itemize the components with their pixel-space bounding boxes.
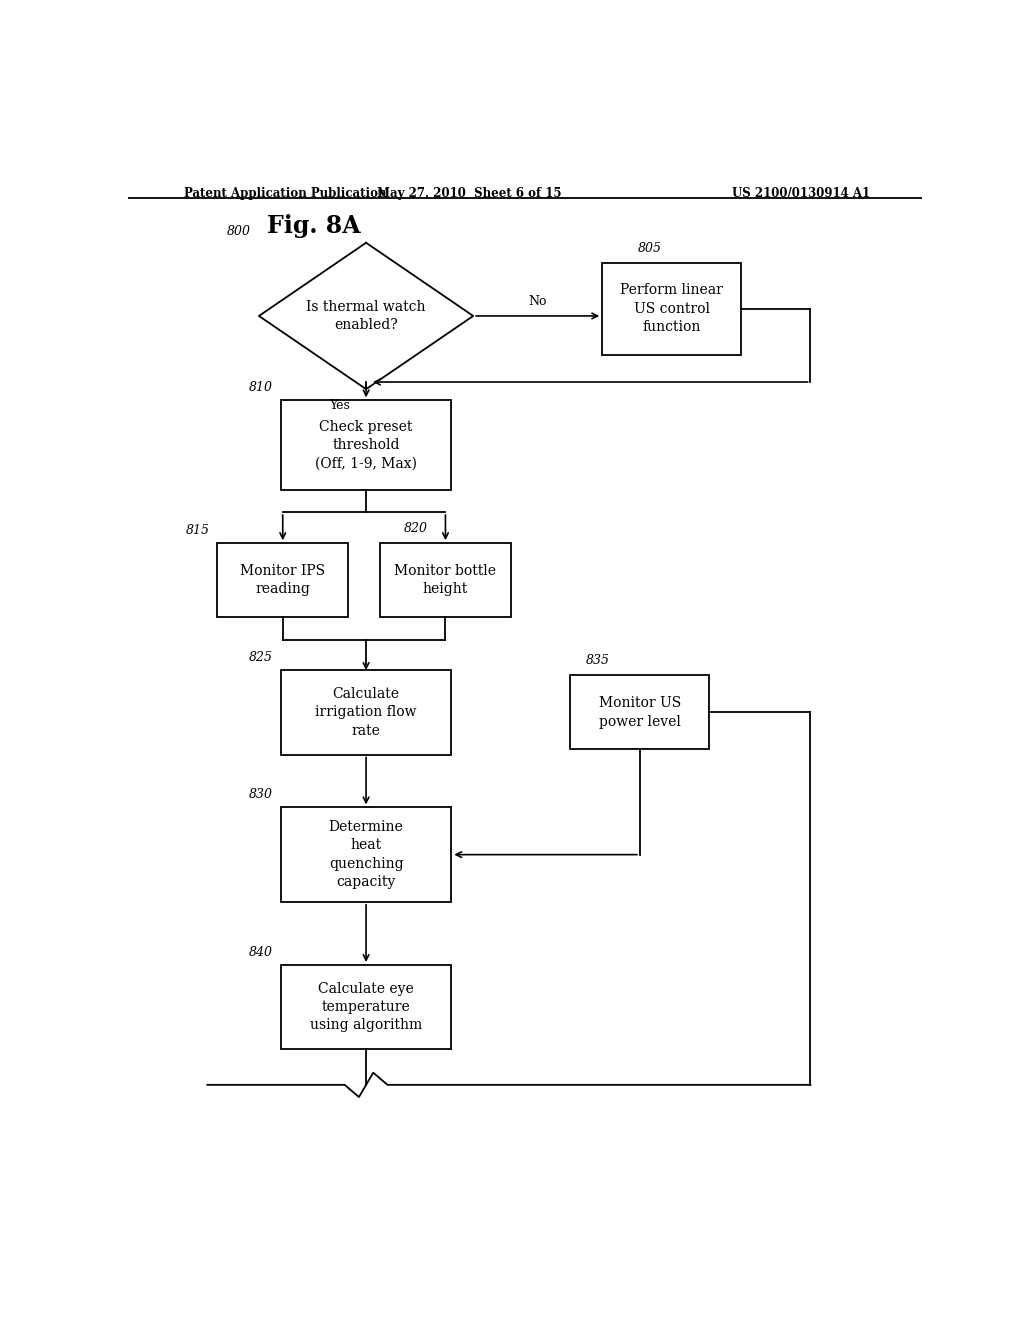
Text: Perform linear
US control
function: Perform linear US control function — [621, 284, 723, 334]
Text: Monitor bottle
height: Monitor bottle height — [394, 564, 497, 597]
FancyBboxPatch shape — [281, 671, 452, 755]
Text: 840: 840 — [249, 946, 272, 958]
FancyBboxPatch shape — [380, 543, 511, 618]
FancyBboxPatch shape — [570, 676, 710, 750]
FancyBboxPatch shape — [281, 808, 452, 902]
Text: Patent Application Publication: Patent Application Publication — [183, 187, 386, 199]
Text: 830: 830 — [249, 788, 272, 801]
FancyBboxPatch shape — [602, 263, 741, 355]
Text: US 2100/0130914 A1: US 2100/0130914 A1 — [732, 187, 870, 199]
Text: Calculate
irrigation flow
rate: Calculate irrigation flow rate — [315, 686, 417, 738]
Text: Fig. 8A: Fig. 8A — [267, 214, 360, 239]
Text: No: No — [528, 294, 547, 308]
Text: 835: 835 — [587, 655, 610, 667]
Text: 825: 825 — [249, 651, 272, 664]
Text: 815: 815 — [185, 524, 209, 537]
Text: Yes: Yes — [330, 399, 350, 412]
Text: Calculate eye
temperature
using algorithm: Calculate eye temperature using algorith… — [310, 982, 422, 1032]
Text: Monitor IPS
reading: Monitor IPS reading — [241, 564, 326, 597]
Text: 800: 800 — [227, 224, 251, 238]
FancyBboxPatch shape — [217, 543, 348, 618]
Text: Monitor US
power level: Monitor US power level — [599, 696, 681, 729]
Text: May 27, 2010  Sheet 6 of 15: May 27, 2010 Sheet 6 of 15 — [377, 187, 561, 199]
Text: 810: 810 — [249, 381, 272, 395]
Text: 820: 820 — [403, 521, 428, 535]
Text: Is thermal watch
enabled?: Is thermal watch enabled? — [306, 300, 426, 333]
FancyBboxPatch shape — [281, 400, 452, 490]
Text: Determine
heat
quenching
capacity: Determine heat quenching capacity — [329, 820, 403, 890]
FancyBboxPatch shape — [281, 965, 452, 1049]
Text: 805: 805 — [638, 242, 662, 255]
Text: Check preset
threshold
(Off, 1-9, Max): Check preset threshold (Off, 1-9, Max) — [315, 420, 417, 470]
Polygon shape — [259, 243, 473, 389]
